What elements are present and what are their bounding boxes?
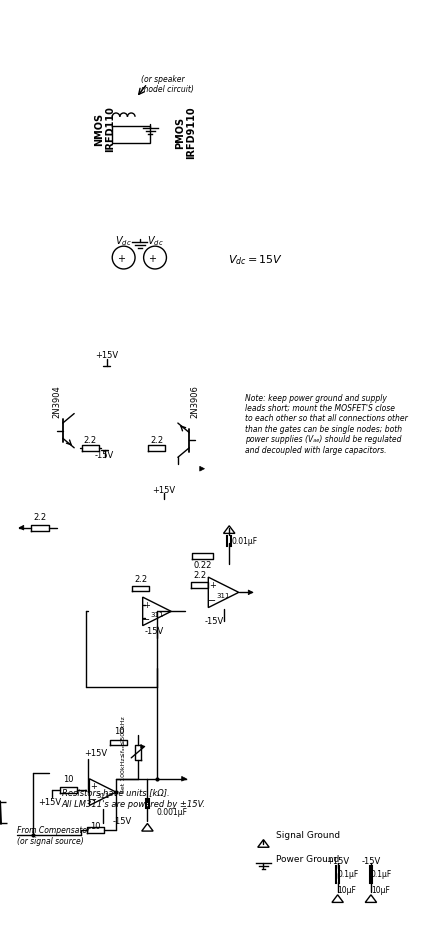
Text: +15V: +15V — [84, 748, 107, 756]
Text: $V_{dc}$: $V_{dc}$ — [147, 235, 163, 248]
Text: Power Ground: Power Ground — [276, 855, 339, 863]
Text: 0.1μF: 0.1μF — [371, 870, 392, 879]
Text: +: + — [90, 781, 97, 790]
Text: +: + — [148, 253, 156, 263]
Text: -15V: -15V — [204, 616, 224, 626]
Text: 311: 311 — [96, 792, 110, 798]
Text: From Compensator
(or signal source): From Compensator (or signal source) — [17, 825, 90, 844]
Text: +: + — [117, 253, 125, 263]
Text: Resistors have units [kΩ].: Resistors have units [kΩ]. — [62, 788, 169, 796]
Text: 0.001μF: 0.001μF — [157, 806, 188, 816]
Text: $V_{dc}$: $V_{dc}$ — [115, 235, 132, 248]
Text: 0.1μF: 0.1μF — [337, 870, 359, 879]
Polygon shape — [182, 777, 187, 781]
Text: 311: 311 — [150, 612, 164, 617]
Text: PMOS
IRFD9110: PMOS IRFD9110 — [175, 107, 196, 159]
Text: Signal Ground: Signal Ground — [276, 831, 340, 840]
Text: -15V: -15V — [112, 817, 132, 825]
Text: 0.22: 0.22 — [194, 560, 212, 569]
Text: -15V: -15V — [145, 627, 164, 635]
Text: -15V: -15V — [95, 451, 114, 460]
Text: Note: keep power ground and supply
leads short; mount the MOSFET'S close
to each: Note: keep power ground and supply leads… — [246, 393, 408, 454]
Text: -15V: -15V — [361, 857, 381, 865]
Polygon shape — [200, 467, 205, 472]
Text: −: − — [89, 794, 97, 804]
Text: 10: 10 — [90, 820, 100, 830]
Text: Set 100kHz≤fₐₑ≤500kHz: Set 100kHz≤fₐₑ≤500kHz — [121, 716, 126, 793]
Bar — [112, 127, 150, 145]
Text: +15V: +15V — [326, 857, 349, 865]
Text: 2.2: 2.2 — [33, 513, 47, 522]
Text: 2N3904: 2N3904 — [52, 385, 61, 417]
Polygon shape — [19, 526, 24, 530]
Text: +15V: +15V — [95, 350, 118, 360]
Text: +15V: +15V — [152, 486, 175, 495]
Polygon shape — [141, 744, 145, 748]
Polygon shape — [248, 590, 253, 595]
Text: 2N3906: 2N3906 — [190, 385, 199, 417]
Text: 10μF: 10μF — [371, 884, 390, 894]
Text: 0.01μF: 0.01μF — [231, 536, 257, 545]
Text: NMOS
IRFD110: NMOS IRFD110 — [94, 107, 115, 152]
Text: +: + — [209, 580, 216, 590]
Text: +: + — [143, 600, 150, 609]
Text: 10μF: 10μF — [337, 884, 356, 894]
Text: 2.2: 2.2 — [193, 570, 206, 579]
Text: 311: 311 — [217, 592, 230, 599]
Text: All LM311's are powered by ±15V.: All LM311's are powered by ±15V. — [62, 799, 206, 808]
Text: 10: 10 — [63, 774, 74, 782]
Text: 10: 10 — [114, 726, 124, 735]
Text: +15V: +15V — [38, 797, 61, 806]
Text: $V_{dc} = 15V$: $V_{dc} = 15V$ — [228, 253, 283, 267]
Text: −: − — [143, 614, 150, 624]
Text: 2.2: 2.2 — [134, 574, 147, 583]
Text: (or speaker
model circuit): (or speaker model circuit) — [141, 75, 194, 95]
Text: 2.2: 2.2 — [84, 436, 97, 445]
Text: 2.2: 2.2 — [150, 436, 164, 445]
Text: −: − — [208, 595, 216, 605]
